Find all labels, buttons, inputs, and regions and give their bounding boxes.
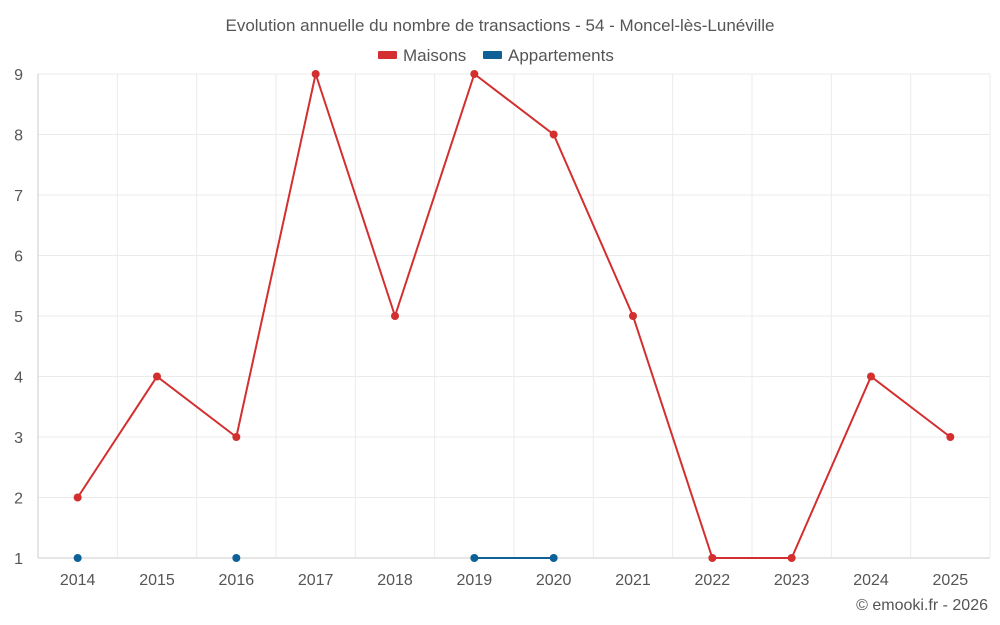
legend-swatch	[483, 51, 502, 59]
y-tick-label: 6	[14, 249, 23, 266]
x-tick-label: 2023	[774, 572, 810, 589]
data-point[interactable]	[73, 493, 82, 502]
y-tick-label: 1	[14, 551, 23, 568]
data-point[interactable]	[470, 554, 479, 562]
data-point[interactable]	[867, 372, 875, 381]
x-tick-label: 2016	[219, 572, 255, 589]
data-point[interactable]	[787, 554, 796, 562]
data-point[interactable]	[946, 433, 955, 441]
series-line-segment	[394, 73, 476, 317]
y-tick-label: 9	[14, 67, 23, 84]
x-tick-label: 2015	[139, 572, 175, 589]
chart-title: Evolution annuelle du nombre de transact…	[225, 16, 774, 35]
legend-item-maisons[interactable]: Maisons	[378, 46, 466, 65]
legend-item-appartements[interactable]: Appartements	[483, 46, 614, 65]
x-tick-label: 2025	[933, 572, 969, 589]
data-point[interactable]	[629, 312, 637, 320]
series-line-segment	[473, 73, 555, 136]
x-tick-label: 2017	[298, 572, 334, 589]
legend: Maisons Appartements	[378, 46, 614, 65]
x-tick-label: 2020	[536, 572, 572, 589]
data-point[interactable]	[708, 554, 717, 562]
x-axis: 2014 2015 2016 2017 2018 2019 2020 2021 2022 2023…	[60, 572, 968, 589]
y-tick-label: 7	[14, 188, 23, 205]
legend-label: Maisons	[403, 46, 466, 65]
data-point[interactable]	[549, 554, 558, 562]
data-point[interactable]	[311, 70, 320, 78]
data-point[interactable]	[470, 70, 479, 78]
data-point[interactable]	[391, 312, 399, 320]
x-tick-label: 2024	[853, 572, 889, 589]
y-tick-label: 5	[14, 309, 23, 326]
x-tick-label: 2014	[60, 572, 96, 589]
series-line-segment	[314, 73, 396, 317]
series-line-segment	[870, 375, 952, 438]
series-layer	[73, 70, 955, 562]
series-line-segment	[235, 73, 317, 438]
y-tick-label: 8	[14, 128, 23, 145]
y-tick-label: 3	[14, 430, 23, 447]
y-tick-label: 4	[14, 370, 23, 387]
data-point[interactable]	[153, 372, 161, 381]
series-line-segment	[76, 375, 158, 499]
y-axis: 1 2 3 4 5 6 7 8 9	[14, 67, 23, 568]
grid	[37, 73, 991, 559]
credit-text: © emooki.fr - 2026	[856, 597, 988, 614]
series-maisons	[73, 70, 955, 562]
legend-swatch	[378, 51, 397, 59]
x-tick-label: 2022	[695, 572, 731, 589]
series-line-segment	[156, 375, 238, 438]
x-tick-label: 2019	[457, 572, 493, 589]
series-line-segment	[790, 375, 872, 559]
data-point[interactable]	[549, 130, 558, 139]
series-line-segment	[632, 315, 714, 559]
y-tick-label: 2	[14, 491, 23, 508]
data-point[interactable]	[73, 554, 82, 562]
data-point[interactable]	[232, 554, 241, 562]
x-tick-label: 2018	[377, 572, 413, 589]
x-tick-label: 2021	[615, 572, 651, 589]
data-point[interactable]	[232, 433, 241, 441]
series-line-segment	[552, 133, 634, 317]
legend-label: Appartements	[508, 46, 614, 65]
series-appartements	[73, 554, 558, 562]
